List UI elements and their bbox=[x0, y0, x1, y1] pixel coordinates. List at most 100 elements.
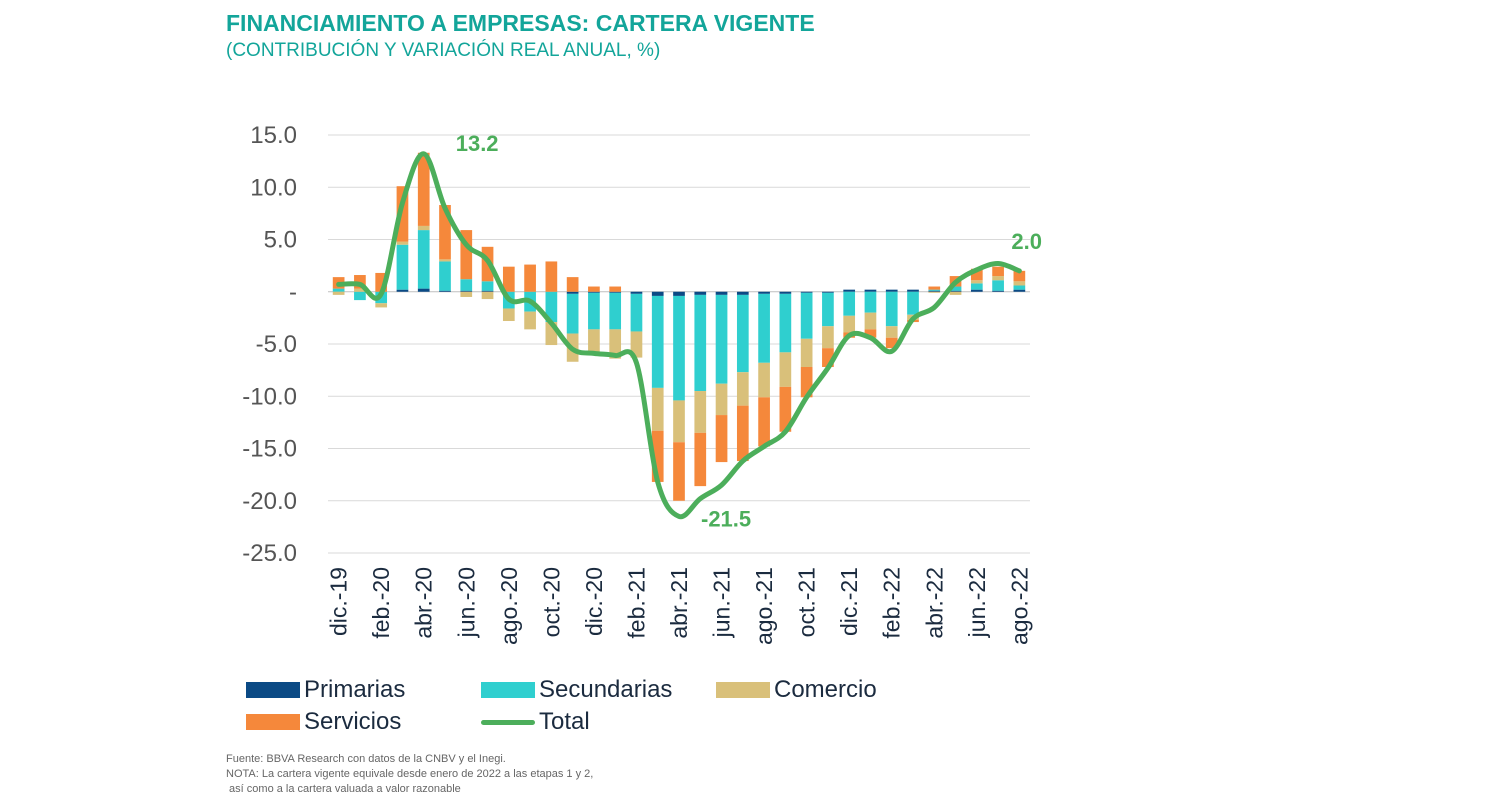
x-tick-label: feb.-21 bbox=[623, 567, 649, 639]
bar-comercio bbox=[673, 400, 685, 443]
bar-primarias bbox=[417, 288, 430, 292]
bar-primarias bbox=[970, 289, 983, 292]
bar-comercio bbox=[545, 322, 558, 346]
bar-primarias bbox=[609, 291, 622, 293]
chart-legend: Primarias Secundarias Comercio Servicios… bbox=[246, 676, 966, 740]
legend-label-comercio: Comercio bbox=[774, 676, 877, 703]
bar-secundarias bbox=[630, 293, 643, 332]
bar-primarias bbox=[885, 289, 898, 292]
bar-secundarias bbox=[928, 289, 941, 291]
bar-comercio bbox=[630, 331, 643, 358]
bar-comercio bbox=[609, 329, 622, 359]
legend-label-primarias: Primarias bbox=[304, 676, 406, 703]
bar-primarias bbox=[1013, 289, 1026, 292]
chart-title: FINANCIAMIENTO A EMPRESAS: CARTERA VIGEN… bbox=[226, 10, 815, 36]
bar-comercio bbox=[332, 291, 345, 295]
x-tick-label: jun.-20 bbox=[453, 567, 479, 638]
x-tick-label: ago.-21 bbox=[751, 567, 777, 645]
bar-comercio bbox=[524, 311, 536, 330]
bar-secundarias bbox=[758, 293, 770, 363]
bar-secundarias bbox=[864, 291, 877, 313]
bar-comercio bbox=[651, 387, 664, 431]
bar-servicios bbox=[460, 230, 473, 280]
bar-primarias bbox=[439, 290, 451, 292]
bar-comercio bbox=[502, 308, 515, 322]
bar-servicios bbox=[864, 329, 877, 338]
x-tick-label: dic.-19 bbox=[326, 567, 352, 636]
bar-servicios bbox=[545, 261, 558, 292]
footnotes: Fuente: BBVA Research con datos de la CN… bbox=[226, 752, 593, 797]
legend-item-comercio: Comercio bbox=[716, 676, 877, 704]
bar-primarias bbox=[864, 289, 877, 292]
bar-secundarias bbox=[354, 291, 366, 301]
bar-comercio bbox=[843, 315, 856, 333]
bar-primarias bbox=[758, 291, 770, 294]
bar-comercio bbox=[588, 329, 600, 353]
bar-servicios bbox=[928, 286, 941, 290]
y-tick-label: -25.0 bbox=[242, 540, 297, 567]
bar-comercio bbox=[481, 291, 494, 300]
bar-primarias bbox=[822, 291, 834, 293]
bar-secundarias bbox=[1013, 285, 1026, 290]
bar-servicios bbox=[502, 266, 515, 292]
legend-item-total: Total bbox=[481, 708, 590, 736]
note-line-2: así como a la cartera valuada a valor ra… bbox=[226, 783, 461, 795]
chart-subtitle: (CONTRIBUCIÓN Y VARIACIÓN REAL ANUAL, %) bbox=[226, 40, 661, 61]
bar-servicios bbox=[439, 205, 451, 260]
bar-secundarias bbox=[800, 292, 813, 339]
bar-primarias bbox=[630, 291, 643, 294]
bar-comercio bbox=[715, 383, 728, 416]
bar-comercio bbox=[354, 288, 366, 292]
bar-comercio bbox=[694, 391, 707, 433]
bar-servicios bbox=[524, 264, 536, 292]
bar-servicios bbox=[396, 186, 409, 242]
x-tick-label: dic.-21 bbox=[836, 567, 862, 636]
bar-primarias bbox=[992, 290, 1004, 292]
bar-servicios bbox=[736, 405, 749, 462]
bar-secundarias bbox=[417, 230, 430, 289]
bar-primarias bbox=[694, 291, 707, 295]
bar-comercio bbox=[822, 326, 834, 349]
data-label: 13.2 bbox=[456, 131, 499, 156]
bar-secundarias bbox=[843, 291, 856, 316]
bar-servicios bbox=[822, 348, 834, 367]
bar-comercio bbox=[800, 338, 813, 367]
x-tick-label: dic.-20 bbox=[581, 567, 607, 636]
bar-primarias bbox=[460, 290, 473, 292]
bar-secundarias bbox=[545, 291, 558, 323]
bar-secundarias bbox=[609, 292, 622, 330]
bar-secundarias bbox=[460, 279, 473, 291]
y-tick-label: -20.0 bbox=[242, 488, 297, 515]
x-tick-label: ago.-22 bbox=[1006, 567, 1032, 645]
source-note: Fuente: BBVA Research con datos de la CN… bbox=[226, 753, 506, 765]
bar-servicios bbox=[609, 286, 622, 292]
bar-primarias bbox=[481, 290, 494, 292]
bar-primarias bbox=[928, 290, 941, 292]
bar-secundarias bbox=[992, 280, 1004, 291]
x-tick-label: oct.-20 bbox=[538, 567, 564, 637]
bar-comercio bbox=[885, 326, 898, 338]
legend-swatch-secundarias bbox=[481, 682, 535, 698]
x-tick-label: jun.-21 bbox=[709, 567, 735, 638]
total-line bbox=[336, 151, 1022, 520]
bar-secundarias bbox=[907, 291, 919, 315]
y-tick-label: 15.0 bbox=[250, 122, 297, 149]
x-tick-label: feb.-20 bbox=[368, 567, 394, 639]
bar-secundarias bbox=[332, 288, 345, 292]
bar-primarias bbox=[736, 291, 749, 295]
y-tick-label: -5.0 bbox=[256, 331, 297, 358]
bar-servicios bbox=[694, 432, 707, 487]
bar-comercio bbox=[375, 303, 388, 308]
legend-label-secundarias: Secundarias bbox=[539, 676, 673, 703]
bar-secundarias bbox=[970, 283, 983, 290]
bar-secundarias bbox=[694, 294, 707, 392]
bar-servicios bbox=[758, 397, 770, 447]
y-tick-label: -15.0 bbox=[242, 436, 297, 463]
legend-item-servicios: Servicios bbox=[246, 708, 401, 736]
bar-comercio bbox=[928, 291, 941, 293]
data-label: -21.5 bbox=[701, 506, 751, 531]
bar-comercio bbox=[396, 241, 409, 245]
bar-servicios bbox=[800, 366, 813, 398]
bar-servicios bbox=[992, 266, 1004, 277]
legend-item-primarias: Primarias bbox=[246, 676, 405, 704]
